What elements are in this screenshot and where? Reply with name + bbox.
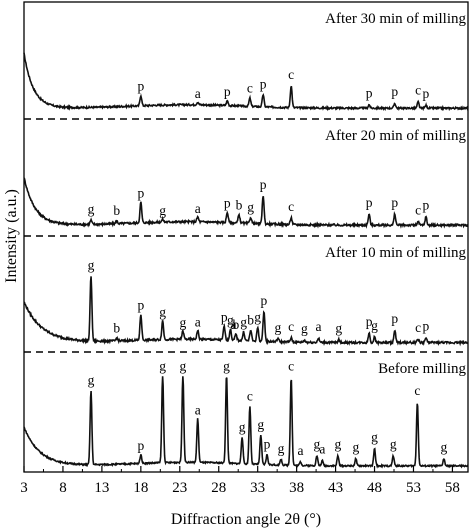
peak-label: p bbox=[137, 79, 144, 94]
peak-label: g bbox=[278, 441, 285, 456]
peak-label: p bbox=[260, 76, 267, 91]
peak-label: p bbox=[137, 298, 144, 313]
peak-label: a bbox=[195, 314, 201, 329]
peak-label: g bbox=[335, 437, 342, 452]
peak-label: p bbox=[366, 314, 373, 329]
peak-label: g bbox=[301, 321, 308, 336]
diffraction-traces bbox=[23, 52, 469, 469]
x-tick-label: 38 bbox=[289, 480, 304, 496]
peak-label: b bbox=[232, 317, 239, 332]
peak-label: b bbox=[113, 321, 120, 336]
panel-separators bbox=[24, 118, 468, 353]
x-tick-label: 53 bbox=[406, 480, 421, 496]
peak-label: g bbox=[275, 320, 282, 335]
trace-1 bbox=[23, 52, 469, 112]
panel-title-2: After 20 min of milling bbox=[325, 128, 466, 144]
peak-label: p bbox=[224, 84, 231, 99]
x-tick-label: 18 bbox=[133, 480, 148, 496]
peak-label: p bbox=[366, 85, 373, 100]
peak-label: g bbox=[352, 439, 359, 454]
peak-label: g bbox=[88, 202, 95, 217]
peak-label: g bbox=[180, 315, 187, 330]
peak-label: a bbox=[195, 403, 201, 418]
peak-label: a bbox=[231, 317, 237, 332]
peak-label: p bbox=[261, 293, 268, 308]
peak-label: g bbox=[254, 310, 261, 325]
peak-label: c bbox=[415, 83, 421, 98]
peak-label: b bbox=[113, 203, 120, 218]
peak-label: g bbox=[440, 439, 447, 454]
peak-label: g bbox=[240, 314, 247, 329]
x-tick-label: 43 bbox=[328, 480, 343, 496]
peak-label: a bbox=[298, 443, 304, 458]
peak-label: a bbox=[319, 442, 325, 457]
trace-2 bbox=[23, 177, 469, 229]
x-axis: 3 8 13 18 23 28 33 38 43 48 53 58 bbox=[20, 466, 460, 496]
x-tick-label: 58 bbox=[445, 480, 460, 496]
x-tick-label: 23 bbox=[172, 480, 187, 496]
peak-label: c bbox=[288, 199, 294, 214]
peak-label: c bbox=[415, 320, 421, 335]
peak-label: p bbox=[391, 195, 398, 210]
peak-label: g bbox=[227, 312, 234, 327]
peak-label: g bbox=[88, 258, 95, 273]
peak-label: p bbox=[137, 185, 144, 200]
panel-title-1: After 30 min of milling bbox=[325, 11, 466, 27]
peak-label: g bbox=[257, 417, 264, 432]
peak-label: b bbox=[247, 312, 254, 327]
peak-label: p bbox=[423, 318, 430, 333]
trace-3 bbox=[23, 276, 469, 347]
panel-titles: After 30 min of milling After 20 min of m… bbox=[325, 11, 466, 377]
x-tick-label: 13 bbox=[94, 480, 109, 496]
peak-label: p bbox=[423, 86, 430, 101]
peak-label: p bbox=[137, 438, 144, 453]
peak-label: g bbox=[159, 358, 166, 373]
peak-label: g bbox=[239, 420, 246, 435]
peak-label: c bbox=[247, 389, 253, 404]
x-tick-label: 3 bbox=[20, 480, 28, 496]
peak-label: p bbox=[391, 84, 398, 99]
x-tick-label: 28 bbox=[211, 480, 226, 496]
peak-label: g bbox=[247, 200, 254, 215]
peak-label: g bbox=[371, 430, 378, 445]
peak-label: p bbox=[423, 198, 430, 213]
peak-label: g bbox=[88, 372, 95, 387]
peak-label: g bbox=[314, 437, 321, 452]
peak-label: c bbox=[414, 383, 420, 398]
y-axis-label: Intensity (a.u.) bbox=[3, 189, 20, 283]
peak-label: b bbox=[236, 198, 243, 213]
trace-4 bbox=[23, 376, 469, 469]
peak-label: a bbox=[315, 319, 321, 334]
peak-label: p bbox=[221, 310, 228, 325]
peak-label: g bbox=[390, 437, 397, 452]
panel-title-4: Before milling bbox=[378, 361, 466, 377]
peak-label: c bbox=[288, 319, 294, 334]
peak-label: a bbox=[195, 201, 201, 216]
peak-label: g bbox=[159, 203, 166, 218]
peak-label: p bbox=[366, 195, 373, 210]
x-tick-label: 8 bbox=[59, 480, 67, 496]
peak-label: p bbox=[391, 311, 398, 326]
peak-label: g bbox=[223, 358, 230, 373]
x-tick-label: 48 bbox=[367, 480, 382, 496]
panel-title-3: After 10 min of milling bbox=[325, 245, 466, 261]
peak-label: g bbox=[335, 321, 342, 336]
peak-label: c bbox=[415, 202, 421, 217]
peak-label: c bbox=[247, 81, 253, 96]
peak-label: c bbox=[288, 358, 294, 373]
peak-label: p bbox=[260, 177, 267, 192]
plot-frame bbox=[23, 1, 469, 473]
peak-label: g bbox=[371, 318, 378, 333]
x-axis-label: Diffraction angle 2θ (°) bbox=[171, 511, 321, 528]
peak-label: g bbox=[180, 358, 187, 373]
peak-label: p bbox=[264, 437, 271, 452]
peak-label: g bbox=[159, 304, 166, 319]
peak-label: p bbox=[224, 196, 231, 211]
peak-label: a bbox=[195, 86, 201, 101]
x-tick-label: 33 bbox=[250, 480, 265, 496]
peak-label: c bbox=[288, 67, 294, 82]
